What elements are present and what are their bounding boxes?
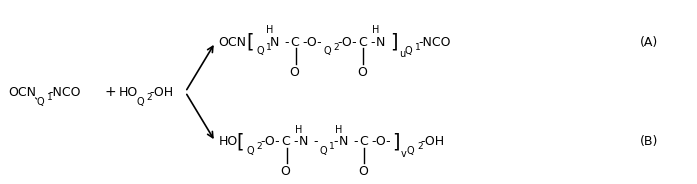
Text: Q: Q xyxy=(246,146,254,155)
Text: (B): (B) xyxy=(641,135,659,148)
Text: H: H xyxy=(372,25,380,36)
Text: N: N xyxy=(376,36,385,49)
Text: N: N xyxy=(270,36,279,49)
Text: -: - xyxy=(333,135,337,148)
Text: (A): (A) xyxy=(641,36,659,49)
Text: HO: HO xyxy=(118,86,138,98)
Text: O: O xyxy=(357,66,367,79)
Text: u: u xyxy=(399,49,405,59)
Text: OCN: OCN xyxy=(8,86,37,98)
Text: Q: Q xyxy=(319,146,327,155)
Text: -O-: -O- xyxy=(260,135,279,148)
Text: C: C xyxy=(358,36,367,49)
Text: 2: 2 xyxy=(256,142,262,151)
Text: Q: Q xyxy=(405,46,413,56)
Text: -O-: -O- xyxy=(302,36,322,49)
Text: -OH: -OH xyxy=(421,135,445,148)
Text: 1: 1 xyxy=(47,93,52,102)
Text: O: O xyxy=(280,165,290,178)
Text: O: O xyxy=(289,66,299,79)
Text: H: H xyxy=(296,125,302,135)
Text: Q: Q xyxy=(137,97,144,107)
Text: Q: Q xyxy=(37,97,44,107)
Text: [: [ xyxy=(236,132,244,151)
Text: ]: ] xyxy=(392,132,399,151)
Text: O: O xyxy=(358,165,368,178)
Text: -: - xyxy=(353,135,358,148)
Text: -: - xyxy=(370,36,374,49)
Text: HO: HO xyxy=(218,135,238,148)
Text: -O-: -O- xyxy=(371,135,390,148)
Text: C: C xyxy=(290,36,299,49)
Text: -: - xyxy=(284,36,289,49)
Text: N: N xyxy=(339,135,348,148)
Text: ]: ] xyxy=(390,33,397,52)
Text: 2: 2 xyxy=(417,142,422,151)
Text: -NCO: -NCO xyxy=(49,86,81,98)
Text: -: - xyxy=(293,135,298,148)
Text: Q: Q xyxy=(256,46,263,56)
Text: H: H xyxy=(335,125,343,135)
Text: -O-: -O- xyxy=(337,36,357,49)
Text: -: - xyxy=(313,135,318,148)
Text: N: N xyxy=(299,135,309,148)
Text: 2: 2 xyxy=(333,43,339,52)
Text: 1: 1 xyxy=(329,142,335,151)
Text: v: v xyxy=(401,148,406,159)
Text: H: H xyxy=(266,25,274,36)
Text: OCN: OCN xyxy=(218,36,246,49)
Text: 2: 2 xyxy=(146,93,152,102)
Text: 1: 1 xyxy=(415,43,420,52)
Text: 1: 1 xyxy=(266,43,272,52)
Text: C: C xyxy=(281,135,290,148)
Text: Q: Q xyxy=(323,46,330,56)
Text: -OH: -OH xyxy=(149,86,174,98)
Text: -NCO: -NCO xyxy=(419,36,452,49)
Text: +: + xyxy=(105,85,116,99)
Text: [: [ xyxy=(246,33,254,52)
Text: C: C xyxy=(359,135,368,148)
Text: Q: Q xyxy=(407,146,415,155)
